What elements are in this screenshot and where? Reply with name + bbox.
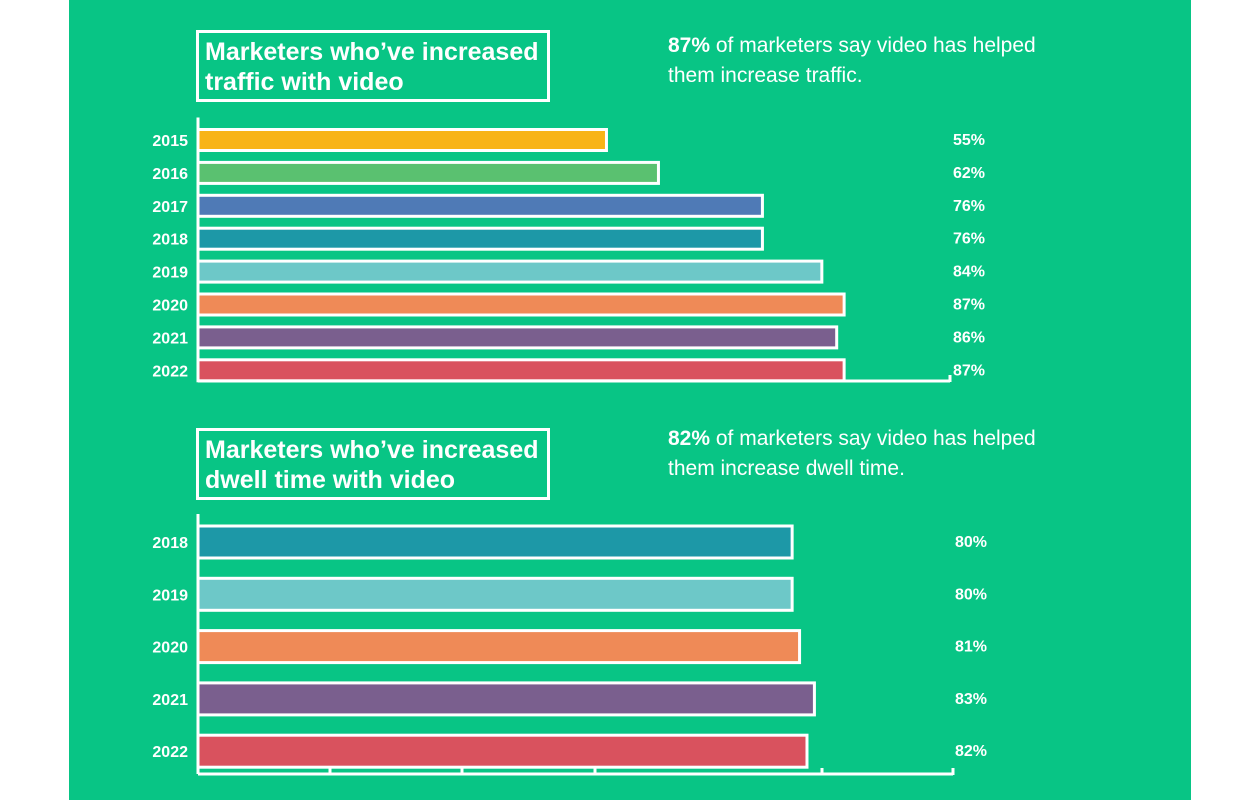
chart1-bar-2016 [196, 160, 660, 185]
chart2-value-label: 80% [955, 586, 987, 603]
chart2-year-label: 2021 [152, 692, 188, 709]
chart1-bar-2018 [196, 226, 764, 251]
chart2-title-box: Marketers who’ve increased dwell time wi… [196, 428, 550, 500]
chart2-bar-2020 [196, 629, 802, 665]
chart1-year-label: 2018 [152, 232, 188, 249]
chart1-stat-value: 87% [668, 34, 711, 57]
chart1-year-label: 2022 [152, 363, 188, 380]
chart2-title-line2: dwell time with video [205, 466, 456, 494]
chart1-title-box: Marketers who’ve increased traffic with … [196, 30, 550, 102]
chart1-year-label: 2019 [152, 265, 188, 282]
chart2-stat-text: 82% of marketers say video has helped th… [668, 424, 1148, 484]
chart2-year-label: 2019 [152, 587, 188, 604]
chart1-bar-2019 [196, 259, 824, 284]
chart1-title-line1: Marketers who’ve increased [205, 38, 539, 66]
chart2-year-label: 2020 [152, 640, 188, 657]
chart2-bar-2022 [196, 733, 809, 769]
chart1-bar-2015 [196, 128, 608, 152]
chart2-bar-2018 [196, 524, 794, 560]
chart2-stat-line1: of marketers say video has helped [715, 427, 1036, 450]
chart2-stat-value: 82% [668, 427, 711, 450]
chart1-year-label: 2016 [152, 166, 188, 183]
chart1-title-line2: traffic with video [205, 68, 404, 96]
chart1-bar-2020 [196, 292, 846, 317]
chart2-year-label: 2018 [152, 535, 188, 552]
chart1-value-label: 62% [953, 165, 985, 182]
chart1-value-label: 87% [953, 297, 985, 314]
chart2-value-label: 80% [955, 534, 987, 551]
chart2-bar-2021 [196, 681, 816, 717]
chart1-value-label: 86% [953, 329, 985, 346]
chart1-value-label: 76% [953, 198, 985, 215]
chart2-value-label: 81% [955, 639, 987, 656]
chart1-value-label: 84% [953, 264, 985, 281]
chart2-value-label: 83% [955, 691, 987, 708]
chart1-year-label: 2015 [152, 133, 188, 150]
chart2-year-label: 2022 [152, 744, 188, 761]
chart2-title-line1: Marketers who’ve increased [205, 436, 539, 464]
chart1-bar-2021 [196, 325, 839, 350]
chart1-bar-2022 [196, 358, 846, 383]
chart2-stat-line2: them increase dwell time. [668, 457, 905, 480]
chart1-year-label: 2020 [152, 298, 188, 315]
chart1-stat-line2: them increase traffic. [668, 64, 863, 87]
chart1-value-label: 76% [953, 231, 985, 248]
chart2-value-label: 82% [955, 743, 987, 760]
chart1-value-label: 87% [953, 362, 985, 379]
chart1-bar-2017 [196, 193, 764, 218]
chart1-stat-text: 87% of marketers say video has helped th… [668, 31, 1148, 91]
chart1-value-label: 55% [953, 132, 985, 149]
chart1-year-label: 2021 [152, 330, 188, 347]
chart1-year-label: 2017 [152, 199, 188, 216]
chart2-bar-2019 [196, 576, 794, 612]
chart1-stat-line1: of marketers say video has helped [715, 34, 1036, 57]
